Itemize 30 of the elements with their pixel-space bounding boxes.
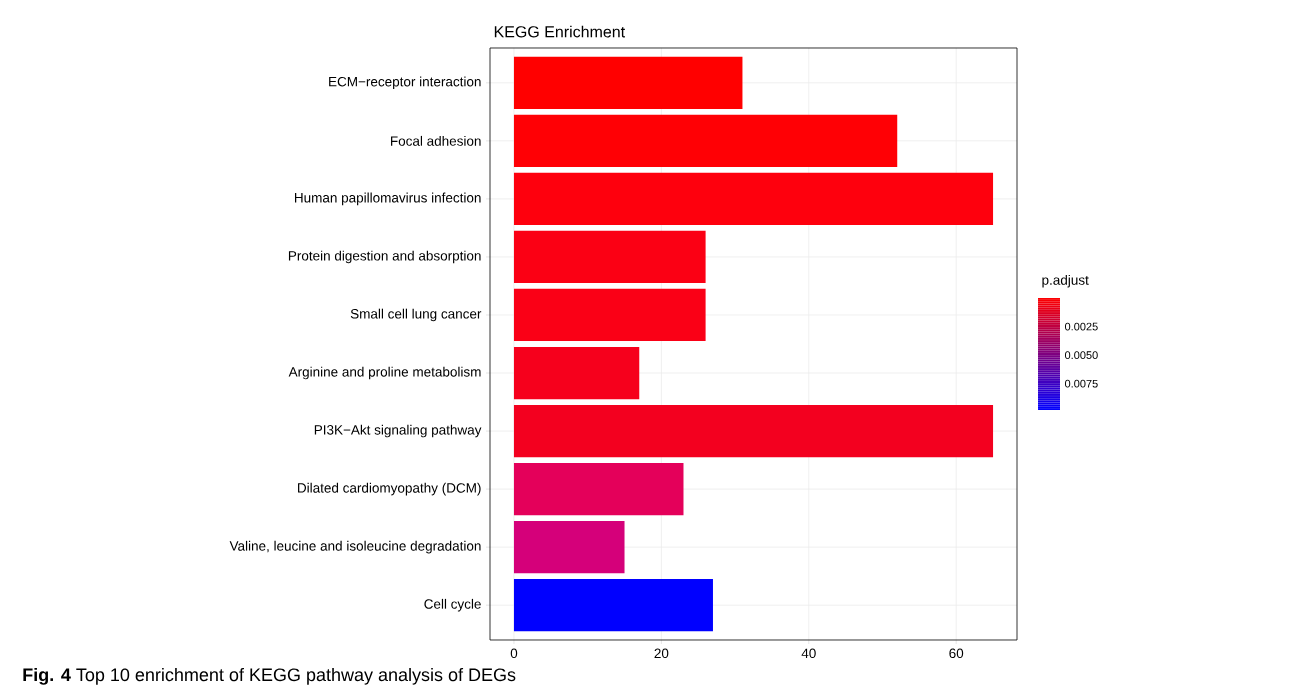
y-tick-label: Dilated cardiomyopathy (DCM) (298, 482, 481, 496)
bar (513, 404, 994, 458)
bar (513, 288, 706, 342)
bar (513, 230, 706, 284)
x-tick-label: 20 (654, 648, 669, 659)
text: Fig. 4 Top 10 enrichment of KEGG pathway analysis of DEGs (23, 667, 516, 685)
bar (513, 56, 743, 109)
y-tick-label: Small cell lung cancer (350, 308, 482, 322)
x-tick-label: 60 (949, 648, 964, 659)
y-tick-label: PI3K−Akt signaling pathway (314, 424, 482, 438)
y-tick-label: Human papillomavirus infection (295, 192, 481, 206)
y-tick-label: Cell cycle (424, 598, 481, 612)
x-tick-label: 40 (801, 648, 816, 659)
bar (513, 172, 994, 226)
color-bar-label: 0.0025 (1064, 322, 1098, 331)
color-bar-title: p.adjust (1042, 274, 1089, 288)
color-bar-label: 0.0050 (1064, 351, 1098, 360)
x-tick-label: 0 (510, 648, 518, 659)
y-tick-label: Arginine and proline metabolism (288, 366, 481, 380)
bar (513, 521, 625, 574)
y-tick-label: Valine, leucine and isoleucine degradation (229, 540, 481, 554)
bar (513, 346, 640, 400)
y-tick-label: ECM−receptor interaction (329, 76, 481, 90)
bar (513, 114, 898, 167)
bar (513, 579, 713, 632)
color-bar-label: 0.0075 (1064, 379, 1098, 388)
y-tick-label: Protein digestion and absorption (288, 250, 481, 264)
y-tick-label: Focal adhesion (391, 135, 481, 146)
chart-title: KEGG Enrichment (494, 25, 625, 38)
bar (513, 462, 684, 516)
